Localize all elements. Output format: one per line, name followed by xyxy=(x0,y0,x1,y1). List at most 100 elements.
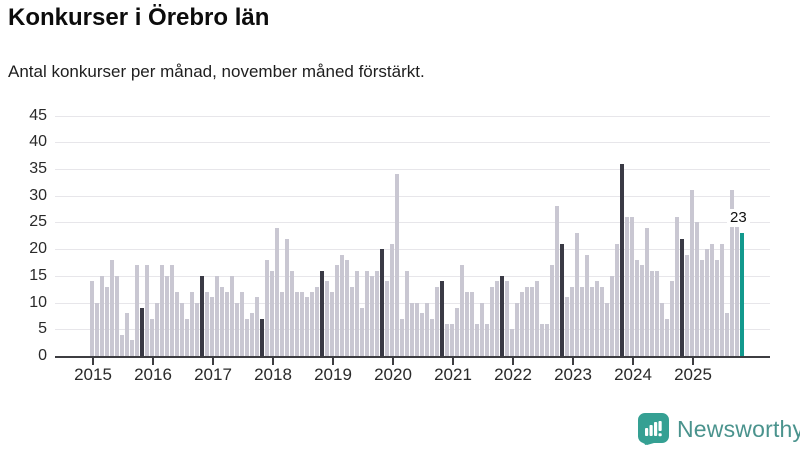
x-tick-2024 xyxy=(632,358,634,365)
bar-2017-03 xyxy=(220,287,224,356)
bar-2024-10 xyxy=(675,217,679,356)
x-tick-label-2022: 2022 xyxy=(494,365,532,384)
x-tick-2025 xyxy=(692,358,694,365)
bar-2019-01 xyxy=(330,292,334,356)
x-tick-2021 xyxy=(452,358,454,365)
bar-2021-04 xyxy=(465,292,469,356)
bar-2018-07 xyxy=(300,292,304,356)
bar-2025-02 xyxy=(695,222,699,356)
x-tick-2023 xyxy=(572,358,574,365)
bar-2024-06 xyxy=(655,271,659,356)
bar-2018-09 xyxy=(310,292,314,356)
bar-2025-08 xyxy=(725,313,729,356)
bar-2018-06 xyxy=(295,292,299,356)
bar-2018-11 xyxy=(320,271,324,356)
bar-2023-10 xyxy=(615,244,619,356)
x-tick-2018 xyxy=(272,358,274,365)
bar-2020-06 xyxy=(415,303,419,356)
x-tick-label-2015: 2015 xyxy=(74,365,112,384)
bar-2017-04 xyxy=(225,292,229,356)
bar-2022-05 xyxy=(530,287,534,356)
bar-2022-10 xyxy=(555,206,559,356)
bar-2017-02 xyxy=(215,276,219,356)
x-tick-label-2018: 2018 xyxy=(254,365,292,384)
chart-subtitle: Antal konkurser per månad, november måne… xyxy=(8,62,425,81)
y-tick-label-45: 45 xyxy=(29,107,47,124)
bar-2024-04 xyxy=(645,228,649,356)
bar-2020-03 xyxy=(400,319,404,356)
bar-2022-06 xyxy=(535,281,539,356)
bar-2016-11 xyxy=(200,276,204,356)
bar-2018-08 xyxy=(305,297,309,356)
bar-2015-02 xyxy=(95,303,99,356)
bar-2025-09 xyxy=(730,190,734,356)
bar-2021-02 xyxy=(455,308,459,356)
bar-2025-05 xyxy=(710,244,714,356)
x-tick-2017 xyxy=(212,358,214,365)
y-tick-label-15: 15 xyxy=(29,267,47,284)
bar-2021-07 xyxy=(480,303,484,356)
bar-2024-12 xyxy=(685,255,689,356)
bar-2023-07 xyxy=(600,287,604,356)
bar-2018-05 xyxy=(290,271,294,356)
y-tick-label-10: 10 xyxy=(29,294,47,311)
bar-2017-09 xyxy=(250,313,254,356)
gridline-25 xyxy=(55,222,770,223)
bar-2021-08 xyxy=(485,324,489,356)
bar-2023-08 xyxy=(605,303,609,356)
x-tick-label-2016: 2016 xyxy=(134,365,172,384)
bar-2019-07 xyxy=(360,308,364,356)
x-tick-label-2017: 2017 xyxy=(194,365,232,384)
newsworthy-text: Newsworthy xyxy=(677,415,800,442)
x-tick-label-2025: 2025 xyxy=(674,365,712,384)
gridline-45 xyxy=(55,116,770,117)
bar-2022-08 xyxy=(545,324,549,356)
bar-2020-09 xyxy=(430,319,434,356)
bar-2015-01 xyxy=(90,281,94,356)
bar-2022-11 xyxy=(560,244,564,356)
bar-2015-06 xyxy=(115,276,119,356)
x-tick-label-2021: 2021 xyxy=(434,365,472,384)
bar-2018-10 xyxy=(315,287,319,356)
bar-2024-08 xyxy=(665,319,669,356)
bar-2023-05 xyxy=(590,287,594,356)
x-tick-label-2024: 2024 xyxy=(614,365,652,384)
bar-2025-04 xyxy=(705,249,709,356)
bar-2016-05 xyxy=(170,265,174,356)
bar-2023-12 xyxy=(625,217,629,356)
newsworthy-logo: Newsworthy xyxy=(638,413,800,445)
bar-2019-06 xyxy=(355,271,359,356)
bar-2016-02 xyxy=(155,303,159,356)
bar-2020-10 xyxy=(435,287,439,356)
y-tick-label-25: 25 xyxy=(29,213,47,230)
bar-2016-01 xyxy=(150,319,154,356)
bar-2015-12 xyxy=(145,265,149,356)
bar-2015-11 xyxy=(140,308,144,356)
bar-2022-02 xyxy=(515,303,519,356)
bar-2019-10 xyxy=(375,271,379,356)
bar-2025-11 xyxy=(740,233,744,356)
bar-2021-10 xyxy=(495,281,499,356)
bar-2019-02 xyxy=(335,265,339,356)
bar-2021-05 xyxy=(470,292,474,356)
bar-2024-03 xyxy=(640,265,644,356)
bar-2017-05 xyxy=(230,276,234,356)
bar-2025-07 xyxy=(720,244,724,356)
bar-2022-03 xyxy=(520,292,524,356)
bar-2017-12 xyxy=(265,260,269,356)
bar-2020-07 xyxy=(420,313,424,356)
x-tick-2020 xyxy=(392,358,394,365)
bar-2015-10 xyxy=(135,265,139,356)
bar-2016-09 xyxy=(190,292,194,356)
x-tick-label-2020: 2020 xyxy=(374,365,412,384)
x-tick-2022 xyxy=(512,358,514,365)
x-tick-2015 xyxy=(92,358,94,365)
bar-2023-09 xyxy=(610,276,614,356)
bar-2023-03 xyxy=(580,287,584,356)
bar-2020-01 xyxy=(390,244,394,356)
gridline-15 xyxy=(55,276,770,277)
bar-2017-06 xyxy=(235,303,239,356)
bar-2016-07 xyxy=(180,303,184,356)
bar-2016-12 xyxy=(205,292,209,356)
bar-2023-01 xyxy=(570,287,574,356)
